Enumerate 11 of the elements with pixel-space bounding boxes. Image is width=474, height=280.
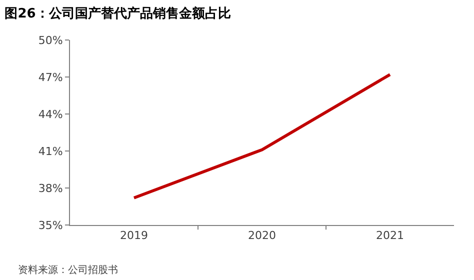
y-tick-label: 38% — [38, 182, 63, 195]
y-tick-label: 44% — [38, 108, 63, 121]
y-tick-label: 47% — [38, 70, 63, 84]
x-tick-label: 2021 — [376, 229, 404, 242]
x-tick-label: 2020 — [248, 229, 276, 242]
y-tick-label: 41% — [38, 144, 63, 158]
y-tick-label: 35% — [38, 218, 63, 232]
y-tick-label: 50% — [38, 34, 63, 47]
chart-title: 图26：公司国产替代产品销售金额占比 — [4, 6, 231, 22]
x-tick-label: 2019 — [120, 229, 148, 242]
text: 资料来源：公司招股书 — [18, 264, 118, 276]
